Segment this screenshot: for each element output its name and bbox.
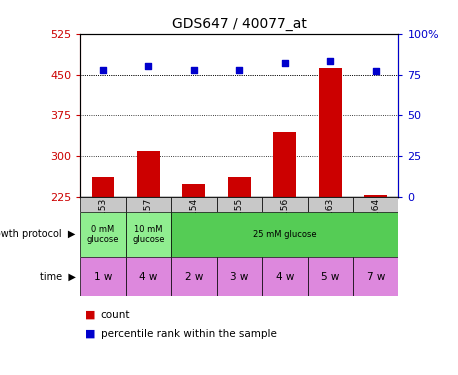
Text: 1 w: 1 w bbox=[94, 272, 112, 282]
Text: 5 w: 5 w bbox=[321, 272, 339, 282]
Text: time  ▶: time ▶ bbox=[40, 272, 76, 282]
Bar bbox=[262, 197, 307, 212]
Point bbox=[235, 67, 243, 73]
Bar bbox=[307, 197, 353, 212]
Text: GSM19163: GSM19163 bbox=[326, 198, 335, 247]
Text: 4 w: 4 w bbox=[139, 272, 158, 282]
Text: growth protocol  ▶: growth protocol ▶ bbox=[0, 230, 76, 239]
Bar bbox=[182, 184, 205, 197]
Text: GSM19157: GSM19157 bbox=[144, 198, 153, 247]
Bar bbox=[171, 212, 398, 257]
Bar bbox=[171, 197, 217, 212]
Point bbox=[327, 58, 334, 64]
Bar bbox=[125, 197, 171, 212]
Bar bbox=[125, 212, 171, 257]
Bar bbox=[262, 257, 307, 296]
Bar bbox=[319, 68, 342, 197]
Bar bbox=[80, 212, 125, 257]
Point bbox=[145, 63, 152, 69]
Text: 3 w: 3 w bbox=[230, 272, 249, 282]
Bar bbox=[273, 132, 296, 197]
Bar bbox=[217, 197, 262, 212]
Text: GSM19154: GSM19154 bbox=[189, 198, 198, 247]
Bar bbox=[228, 177, 251, 197]
Text: 10 mM
glucose: 10 mM glucose bbox=[132, 225, 164, 244]
Bar bbox=[307, 257, 353, 296]
Text: count: count bbox=[101, 310, 130, 320]
Text: 7 w: 7 w bbox=[366, 272, 385, 282]
Bar bbox=[365, 195, 387, 197]
Text: GSM19164: GSM19164 bbox=[371, 198, 380, 247]
Bar bbox=[80, 197, 125, 212]
Point bbox=[190, 67, 197, 73]
Bar bbox=[125, 257, 171, 296]
Bar bbox=[353, 197, 398, 212]
Text: 0 mM
glucose: 0 mM glucose bbox=[87, 225, 119, 244]
Text: percentile rank within the sample: percentile rank within the sample bbox=[101, 329, 277, 339]
Text: GSM19156: GSM19156 bbox=[280, 198, 289, 247]
Bar bbox=[353, 257, 398, 296]
Bar bbox=[217, 257, 262, 296]
Bar bbox=[171, 257, 217, 296]
Text: ■: ■ bbox=[85, 310, 95, 320]
Text: ■: ■ bbox=[85, 329, 95, 339]
Text: GSM19155: GSM19155 bbox=[235, 198, 244, 247]
Bar bbox=[80, 257, 125, 296]
Text: 25 mM glucose: 25 mM glucose bbox=[253, 230, 316, 239]
Text: 4 w: 4 w bbox=[276, 272, 294, 282]
Text: 2 w: 2 w bbox=[185, 272, 203, 282]
Title: GDS647 / 40077_at: GDS647 / 40077_at bbox=[172, 17, 307, 32]
Text: GSM19153: GSM19153 bbox=[98, 198, 107, 247]
Bar bbox=[92, 177, 114, 197]
Bar bbox=[137, 151, 160, 197]
Point bbox=[372, 68, 379, 74]
Point bbox=[281, 60, 289, 66]
Point bbox=[99, 67, 107, 73]
